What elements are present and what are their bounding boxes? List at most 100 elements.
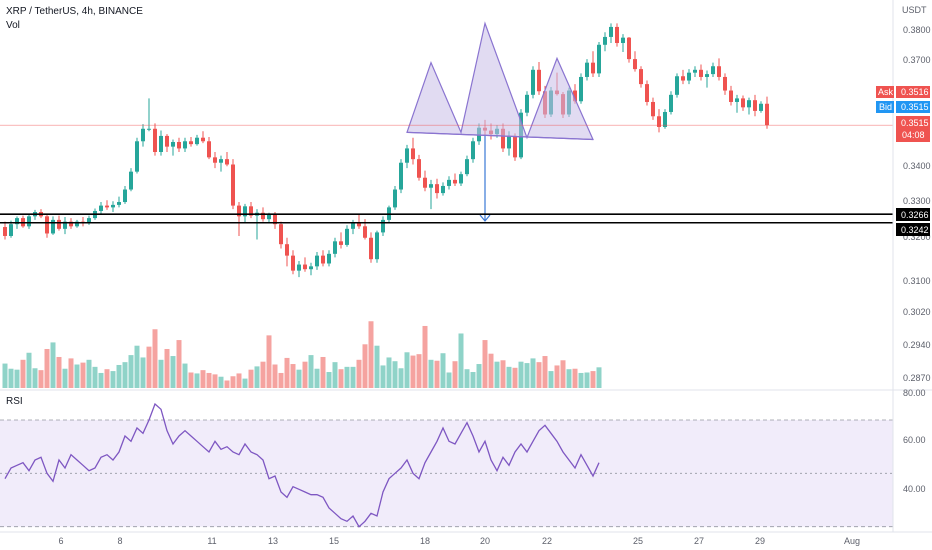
candle-body: [711, 66, 715, 75]
candle-body: [657, 116, 661, 127]
candle-body: [87, 218, 91, 224]
symbol-title: XRP / TetherUS, 4h, BINANCE: [6, 6, 143, 17]
neckline[interactable]: [406, 131, 594, 141]
candle-body: [135, 141, 139, 172]
volume-bar: [368, 321, 374, 388]
candle-body: [423, 177, 427, 188]
candle: [645, 80, 649, 106]
candle-body: [333, 241, 337, 254]
candle-body: [351, 223, 355, 229]
candle: [219, 155, 223, 172]
volume-bar: [344, 366, 350, 388]
volume-bar: [74, 364, 80, 388]
volume-bar: [422, 325, 428, 388]
candle: [693, 66, 697, 77]
volume-bar: [122, 362, 128, 388]
candle: [417, 154, 421, 181]
volume-bar: [476, 364, 482, 388]
candle-body: [201, 137, 205, 142]
candle-body: [171, 141, 175, 147]
candle: [195, 134, 199, 146]
volume-bar: [152, 329, 158, 388]
candle-body: [243, 206, 247, 217]
price-tick: 0.3200: [903, 232, 931, 242]
candle: [651, 97, 655, 120]
candle-body: [465, 159, 469, 175]
volume-bar: [452, 361, 458, 388]
candle-body: [723, 76, 727, 91]
candle: [369, 232, 373, 263]
candle-body: [237, 205, 241, 217]
candle-body: [303, 264, 307, 270]
volume-bar: [68, 358, 74, 388]
candle: [681, 69, 685, 85]
candle: [279, 221, 283, 249]
candle-body: [129, 171, 133, 190]
candle-body: [357, 223, 361, 227]
candle-body: [429, 184, 433, 188]
candle: [453, 173, 457, 186]
volume-bar: [518, 361, 524, 388]
candle: [753, 94, 757, 117]
volume-bar: [542, 356, 548, 388]
candle-body: [633, 59, 637, 70]
volume-bar: [374, 345, 380, 388]
time-tick: Aug: [844, 536, 860, 546]
volume-bar: [596, 367, 602, 388]
candle-body: [627, 37, 631, 60]
candle: [201, 131, 205, 144]
candle: [345, 225, 349, 247]
volume-bar: [272, 364, 278, 388]
volume-bar: [218, 376, 224, 388]
candle: [459, 171, 463, 186]
candle: [183, 137, 187, 152]
candle: [705, 70, 709, 88]
last-price-bg: [896, 116, 930, 142]
candle: [633, 51, 637, 72]
volume-bar: [290, 364, 296, 388]
volume-bar: [536, 362, 542, 388]
candle: [333, 237, 337, 258]
candle: [393, 185, 397, 210]
candle-body: [501, 128, 505, 149]
volume-bar: [284, 357, 290, 388]
volume-bar: [392, 361, 398, 388]
price-tick: 0.3100: [903, 276, 931, 286]
candle-body: [27, 216, 31, 227]
candle-body: [603, 36, 607, 45]
volume-bar: [320, 356, 326, 388]
candle-body: [735, 98, 739, 102]
rsi-tick: 40.00: [903, 484, 926, 494]
candle: [381, 216, 385, 236]
candle-body: [525, 94, 529, 113]
candle: [441, 182, 445, 196]
countdown: 04:08: [902, 130, 925, 140]
candle: [291, 250, 295, 275]
target-arrow[interactable]: [479, 135, 491, 222]
candle-body: [195, 137, 199, 145]
candle: [513, 133, 517, 161]
level-tag-1-bg: [896, 208, 930, 221]
candle: [237, 202, 241, 236]
candle: [591, 51, 595, 77]
candle: [465, 155, 469, 177]
volume-bar: [200, 370, 206, 388]
candle-body: [57, 219, 61, 229]
volume-bar: [440, 353, 446, 388]
bid-label: Bid: [879, 102, 892, 112]
bid-tag: Bid 0.3515: [876, 101, 930, 113]
candle-body: [693, 69, 697, 73]
volume-bar: [146, 346, 152, 388]
candle: [639, 66, 643, 88]
candle-body: [621, 37, 625, 44]
candle: [159, 130, 163, 156]
candle: [435, 178, 439, 199]
candle: [717, 58, 721, 81]
candle: [615, 23, 619, 47]
head-and-shoulders-pattern[interactable]: [406, 21, 594, 141]
candle-body: [51, 219, 55, 234]
candle: [213, 152, 217, 169]
volume-bar: [164, 348, 170, 388]
